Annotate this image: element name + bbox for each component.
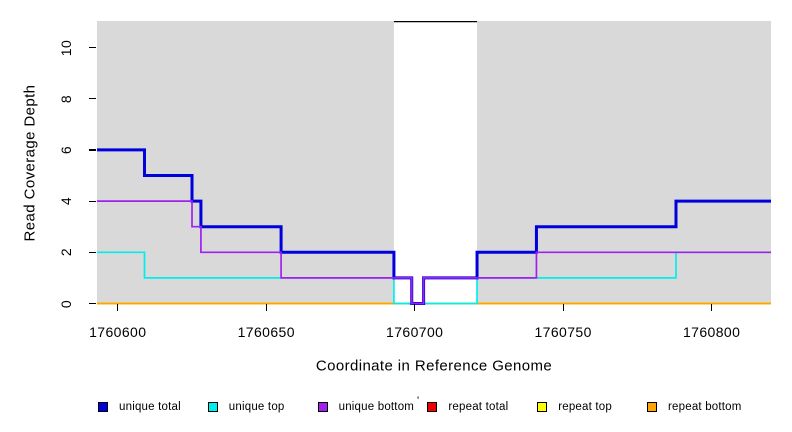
legend-swatch-icon xyxy=(317,402,328,412)
y-tick-mark xyxy=(89,200,96,202)
x-tick-mark xyxy=(117,304,119,311)
legend-item-unique-top: unique top xyxy=(207,400,285,414)
y-axis-title: Read Coverage Depth xyxy=(21,84,39,242)
legend-swatch-icon xyxy=(207,402,218,412)
legend-item-repeat-total: repeat total xyxy=(427,400,508,414)
x-tick-mark xyxy=(414,304,416,311)
series-line-unique-bottom xyxy=(97,200,771,305)
y-tick-mark xyxy=(89,302,96,305)
x-tick-label: 1760750 xyxy=(534,324,592,340)
legend-swatch-icon xyxy=(537,402,548,412)
legend-label: repeat total xyxy=(448,401,509,413)
legend-swatch-icon xyxy=(98,402,108,412)
legend-label: unique total xyxy=(119,401,181,413)
x-tick-mark xyxy=(265,304,267,311)
x-tick-label: 1760650 xyxy=(237,324,295,340)
y-tick-label: 2 xyxy=(58,248,74,257)
y-tick-mark xyxy=(89,98,96,100)
y-tick-label: 6 xyxy=(58,145,74,154)
x-tick-label: 1760700 xyxy=(386,324,444,340)
gap-region xyxy=(393,21,478,304)
legend-swatch-icon xyxy=(427,402,438,412)
legend-label: repeat top xyxy=(558,401,612,413)
y-tick-label: 4 xyxy=(58,197,74,206)
y-tick-mark xyxy=(89,251,96,253)
x-tick-label: 1760800 xyxy=(682,324,741,340)
legend-item-repeat-top: repeat top xyxy=(537,400,612,414)
x-tick-label: 1760600 xyxy=(89,324,147,340)
legend-item-repeat-bottom: repeat bottom xyxy=(647,400,742,414)
series-line-unique-top xyxy=(97,251,771,305)
y-tick-mark xyxy=(89,149,96,151)
y-tick-label: 8 xyxy=(58,94,74,103)
y-tick-mark xyxy=(89,46,96,49)
y-tick-label: 10 xyxy=(58,39,74,56)
legend-label: unique top xyxy=(228,401,285,413)
x-tick-mark xyxy=(562,304,564,311)
x-axis-title: Coordinate in Reference Genome xyxy=(315,357,553,375)
legend-item-unique-bottom: unique bottom xyxy=(317,400,415,414)
legend-swatch-icon xyxy=(647,402,657,412)
legend-label: unique bottom xyxy=(338,401,415,413)
stray-mark: ' xyxy=(417,395,420,407)
legend-item-unique-total: unique total xyxy=(98,400,181,414)
legend-label: repeat bottom xyxy=(668,401,742,413)
y-tick-label: 0 xyxy=(58,299,74,308)
x-tick-mark xyxy=(711,304,713,311)
